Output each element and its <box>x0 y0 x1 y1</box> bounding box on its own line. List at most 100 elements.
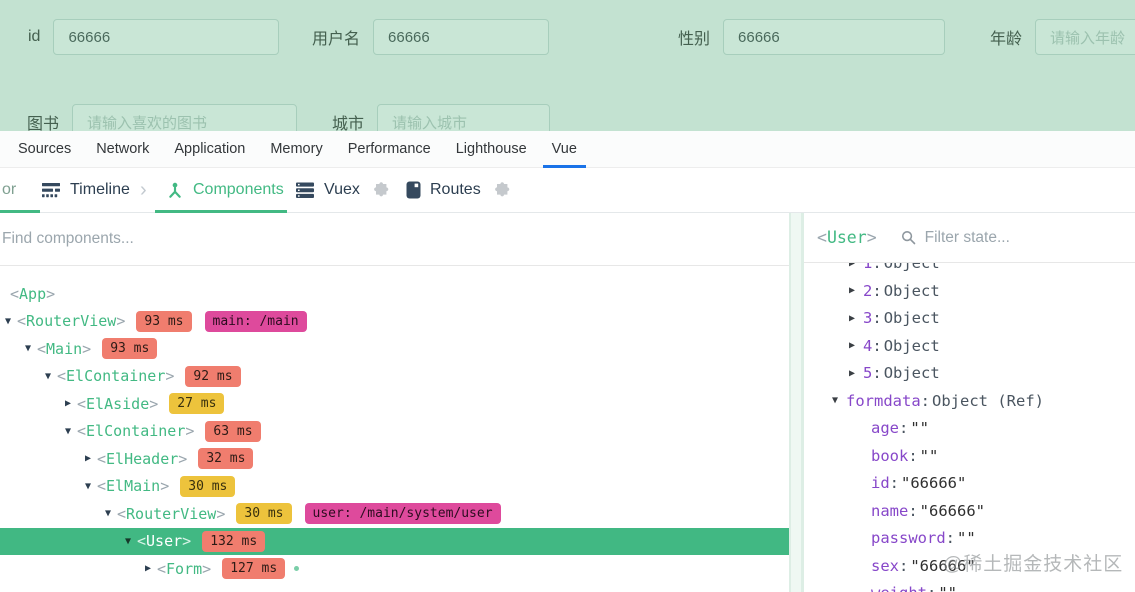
state-panel-header: <User> Filter state... <box>804 213 1135 263</box>
state-colon: : <box>908 501 918 520</box>
form-field-city: 城市 请输入城市 <box>332 104 551 131</box>
state-key: 5 <box>863 364 873 383</box>
devtools-tab[interactable]: Lighthouse <box>456 131 527 168</box>
state-value: "66666" <box>910 556 976 575</box>
state-row[interactable]: id : "66666" <box>804 470 1135 498</box>
book-input[interactable]: 请输入喜欢的图书 <box>72 104 298 131</box>
state-panel: <User> Filter state... ▶ 1 : Object ▶ 2 <box>804 213 1135 592</box>
devtools-tab[interactable]: Performance <box>348 131 431 168</box>
state-row[interactable]: ▶ 1 : Object <box>804 263 1135 277</box>
component-tree-row[interactable]: ▼ <ElContainer> 63 ms <box>0 418 789 446</box>
component-tree-row[interactable]: ▶ <ElAside> 27 ms <box>0 390 789 418</box>
inspector-tab-partial[interactable]: or <box>2 168 16 212</box>
devtools-tab[interactable]: Vue <box>542 131 587 168</box>
render-time-badge: 93 ms <box>136 310 192 332</box>
selected-component-tag: <User> <box>817 228 877 247</box>
city-input[interactable]: 请输入城市 <box>377 104 551 131</box>
state-toggle-arrow[interactable]: ▶ <box>849 340 856 352</box>
inspector-tab-label: or <box>2 181 17 198</box>
devtools-tab-label: Sources <box>18 141 72 157</box>
state-colon: : <box>945 529 955 548</box>
component-tag: <RouterView> <box>117 504 226 523</box>
state-row[interactable]: book : "" <box>804 442 1135 470</box>
render-time-badge: 93 ms <box>102 338 158 360</box>
state-row[interactable]: ▶ 4 : Object <box>804 332 1135 360</box>
active-tab-underline <box>0 210 40 213</box>
state-row[interactable]: ▼ formdata : Object (Ref) <box>804 387 1135 415</box>
field-label: id <box>28 28 41 45</box>
component-tree-row[interactable]: ▶ <ElHeader> 32 ms <box>0 445 789 473</box>
state-toggle-arrow[interactable]: ▶ <box>849 312 856 324</box>
tab-timeline[interactable]: Timeline <box>42 168 130 212</box>
username-input[interactable]: 66666 <box>373 19 550 55</box>
state-value: Object <box>883 281 940 300</box>
input-placeholder: 请输入年龄 <box>1050 29 1126 47</box>
component-tree-row[interactable]: ▶ <Form> 127 ms <box>0 555 789 583</box>
panel-splitter[interactable] <box>789 213 804 592</box>
state-toggle-arrow[interactable]: ▶ <box>849 367 856 379</box>
state-colon: : <box>899 556 909 575</box>
tree-toggle-arrow[interactable]: ▼ <box>4 315 12 327</box>
filter-state-placeholder: Filter state... <box>924 228 1010 246</box>
component-tree-row[interactable]: ▼ <User> 132 ms <box>0 527 789 555</box>
state-row[interactable]: ▶ 3 : Object <box>804 305 1135 333</box>
id-input[interactable]: 66666 <box>53 19 280 55</box>
timeline-icon <box>42 182 61 199</box>
tree-toggle-arrow[interactable]: ▼ <box>124 535 132 547</box>
tab-routes[interactable]: Routes <box>406 168 514 212</box>
devtools-tab[interactable]: Network <box>96 131 149 168</box>
render-time-badge: 132 ms <box>202 530 266 552</box>
devtools-tab[interactable]: Sources <box>18 131 71 168</box>
tab-vuex[interactable]: Vuex <box>296 168 393 212</box>
tree-toggle-arrow[interactable]: ▼ <box>104 508 112 520</box>
state-value: "" <box>919 446 939 465</box>
state-key: 4 <box>863 336 873 355</box>
devtools-tab[interactable]: Memory <box>270 131 322 168</box>
component-tree-row[interactable]: ▼ <Main> 93 ms <box>0 335 789 363</box>
devtools-tab[interactable]: Application <box>174 131 245 168</box>
state-row[interactable]: name : "66666" <box>804 497 1135 525</box>
component-tag: <RouterView> <box>17 312 126 331</box>
component-tree-row[interactable]: ▼ <RouterView> 93 ms main: /main <box>0 308 789 336</box>
devtools-tab-label: Performance <box>347 141 431 157</box>
state-toggle-arrow[interactable]: ▶ <box>849 285 856 297</box>
age-input[interactable]: 请输入年龄 <box>1035 19 1135 55</box>
state-toggle-arrow[interactable]: ▶ <box>849 263 856 269</box>
state-row[interactable]: password : "" <box>804 525 1135 553</box>
field-label: 年龄 <box>990 31 1023 48</box>
component-tree-row[interactable]: ▼ <RouterView> 30 ms user: /main/system/… <box>0 500 789 528</box>
search-icon <box>901 230 916 245</box>
state-key: weight <box>871 584 927 592</box>
state-row[interactable]: ▶ 2 : Object <box>804 277 1135 305</box>
tree-toggle-arrow[interactable]: ▼ <box>24 343 32 355</box>
state-value: "" <box>957 529 976 548</box>
component-tree-row[interactable]: <App> <box>0 280 789 308</box>
state-colon: : <box>889 474 900 493</box>
sex-input[interactable]: 66666 <box>723 19 946 55</box>
vue-devtools-toolbar: or Timeline › <box>0 168 1135 213</box>
state-key: password <box>871 529 946 548</box>
component-tree-row[interactable]: ▼ <ElContainer> 92 ms <box>0 363 789 391</box>
input-value: 66666 <box>388 28 430 46</box>
find-components-input[interactable]: Find components... <box>0 213 789 266</box>
tree-toggle-arrow[interactable]: ▶ <box>144 563 152 575</box>
filter-state-input[interactable]: Filter state... <box>901 229 1010 247</box>
tree-toggle-arrow[interactable]: ▼ <box>44 370 52 382</box>
tab-components[interactable]: Components <box>166 168 284 212</box>
devtools-tab-label: Lighthouse <box>455 141 527 157</box>
tree-toggle-arrow[interactable]: ▼ <box>64 425 72 437</box>
tree-toggle-arrow[interactable]: ▼ <box>84 480 92 492</box>
tree-toggle-arrow[interactable]: ▶ <box>84 453 92 465</box>
devtools-tab-label: Vue <box>551 141 577 157</box>
routes-tab-label: Routes <box>430 181 481 198</box>
state-value: "66666" <box>919 501 985 520</box>
state-row[interactable]: sex : "66666" <box>804 552 1135 580</box>
state-row[interactable]: age : "" <box>804 415 1135 443</box>
component-tree-row[interactable]: ▼ <ElMain> 30 ms <box>0 473 789 501</box>
plugin-puzzle-icon <box>373 180 393 200</box>
state-row[interactable]: ▶ 5 : Object <box>804 360 1135 388</box>
state-toggle-arrow[interactable]: ▼ <box>832 395 839 407</box>
state-row[interactable]: weight : "" <box>804 580 1135 592</box>
tree-toggle-arrow[interactable]: ▶ <box>64 398 72 410</box>
